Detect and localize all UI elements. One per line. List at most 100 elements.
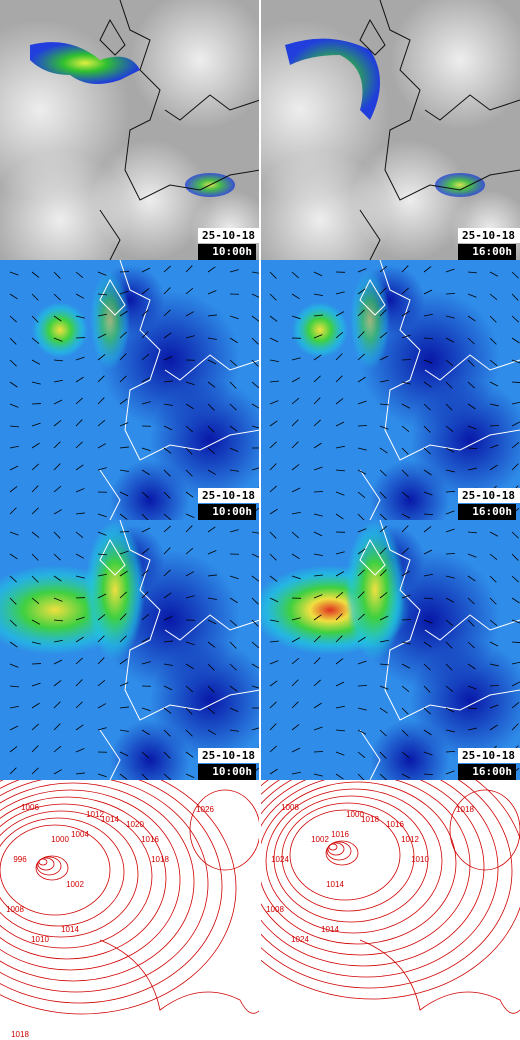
wind-arrow (445, 619, 454, 627)
wind-arrow (229, 597, 238, 604)
wind-arrow (445, 528, 455, 533)
date-label: 25-10-18 (202, 489, 255, 502)
wind-arrow (185, 773, 195, 778)
wind-arrow (511, 421, 520, 427)
wind-arrow (9, 315, 17, 323)
wind-arrow (31, 702, 40, 709)
wind-arrow (401, 425, 410, 433)
wind-arrow (313, 293, 323, 296)
map-panel: 25-10-18 16:00h (260, 260, 520, 520)
wind-arrow (379, 447, 388, 454)
wind-arrow (357, 447, 367, 451)
coastline (99, 354, 260, 520)
wind-arrow (207, 526, 216, 533)
wind-arrow (185, 491, 194, 498)
isobar (260, 780, 471, 956)
wind-arrow (357, 469, 367, 475)
isobar (265, 788, 443, 934)
isobar-label: 1014 (326, 880, 344, 889)
wind-arrow (141, 591, 149, 599)
wind-arrow (379, 569, 387, 577)
wind-arrow (357, 309, 365, 317)
isobar (37, 857, 55, 871)
coastline (99, 278, 126, 316)
wind-arrow (185, 751, 194, 758)
wind-arrow (97, 293, 107, 296)
isobar-label: 1014 (321, 925, 339, 934)
map-content (260, 260, 520, 520)
map-content (260, 0, 520, 260)
wind-arrow (269, 315, 278, 322)
wind-arrow (97, 553, 107, 556)
wind-arrow (163, 380, 173, 383)
wind-arrow (31, 293, 39, 301)
wind-arrow (97, 419, 106, 427)
wind-arrow (75, 441, 83, 449)
wind-arrow (401, 685, 410, 693)
wind-arrow (251, 315, 260, 322)
wind-arrow (511, 293, 519, 301)
wind-arrow (9, 705, 19, 709)
wind-arrow (31, 507, 39, 515)
wind-arrow (445, 575, 455, 579)
wind-arrow (9, 293, 18, 300)
wind-arrow (313, 375, 321, 383)
wind-arrow (313, 614, 322, 621)
wind-arrow (467, 531, 477, 534)
wind-arrow (75, 553, 85, 559)
date-box (458, 228, 520, 243)
wind-arrow (313, 702, 322, 709)
wind-arrow (357, 751, 366, 759)
wind-arrow (75, 575, 85, 579)
wind-arrow (269, 441, 277, 449)
wind-arrow (97, 593, 107, 599)
wind-arrow (229, 707, 239, 712)
wind-arrow (291, 315, 301, 320)
date-label: 25-10-18 (462, 229, 515, 242)
wind-arrow (207, 574, 217, 577)
wind-arrow (97, 679, 106, 687)
wind-arrow (423, 663, 431, 671)
wind-arrow (401, 334, 411, 339)
isobar-label: 996 (13, 855, 27, 864)
wind-arrow (401, 663, 411, 669)
wind-arrow (269, 463, 277, 471)
isobar-label: 1010 (411, 855, 429, 864)
isobar (260, 780, 485, 967)
isobar (0, 817, 125, 927)
wind-arrow (75, 679, 83, 687)
wind-arrow (53, 463, 61, 471)
isobar (359, 939, 520, 1014)
coastline (379, 260, 520, 461)
wind-arrow (75, 531, 84, 539)
wind-arrow (141, 569, 149, 577)
wind-arrow (423, 447, 431, 455)
wind-arrow (119, 729, 129, 732)
wind-arrow (401, 447, 409, 455)
wind-arrow (291, 487, 301, 493)
map-panel: 25-10-18 16:00h (260, 0, 520, 260)
isobar (0, 782, 195, 982)
time-label: 10:00h (212, 505, 252, 518)
wind-arrow (489, 403, 499, 407)
wind-arrow (185, 381, 195, 386)
wind-arrow (357, 331, 365, 339)
wind-arrow (335, 331, 344, 339)
isobar-label: 1000 (51, 835, 69, 844)
wind-arrow (489, 641, 499, 647)
wind-arrow (511, 315, 519, 323)
wind-arrow (75, 464, 84, 471)
wind-arrow (335, 635, 343, 643)
wind-arrow (401, 403, 411, 409)
wind-arrow (141, 401, 151, 405)
wind-arrow (163, 332, 172, 339)
wind-arrow (489, 424, 500, 427)
wind-arrow (467, 619, 475, 627)
isobar (325, 840, 359, 866)
wind-arrow (75, 724, 84, 731)
wind-arrow (119, 491, 129, 497)
wind-arrow (335, 353, 343, 361)
wind-arrow (291, 637, 301, 643)
wind-arrow (467, 663, 476, 670)
